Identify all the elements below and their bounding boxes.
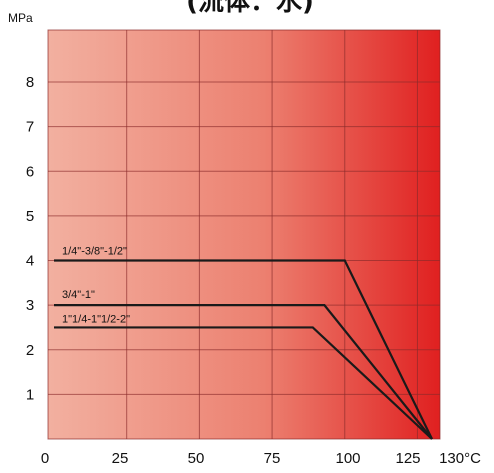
series-lines bbox=[54, 259, 433, 440]
y-tick-label-5: 5 bbox=[26, 208, 34, 225]
axis-ticks: 1 2 3 4 5 6 7 8 0 25 50 75 100 125 130°C bbox=[26, 74, 481, 467]
series-line-1 bbox=[54, 259, 433, 440]
x-tick-label-1: 25 bbox=[112, 450, 129, 467]
plot-area-background bbox=[48, 30, 440, 439]
y-tick-label-1: 1 bbox=[26, 386, 34, 403]
y-tick-label-2: 2 bbox=[26, 342, 34, 359]
y-tick-label-4: 4 bbox=[26, 253, 34, 270]
x-tick-label-0: 0 bbox=[41, 450, 49, 467]
plot-border bbox=[47, 29, 441, 440]
x-tick-label-3: 75 bbox=[264, 450, 281, 467]
grid-lines bbox=[47, 29, 441, 440]
y-tick-label-6: 6 bbox=[26, 163, 34, 180]
series-line-3 bbox=[54, 326, 433, 440]
x-tick-label-4: 100 bbox=[335, 450, 360, 467]
y-axis-unit: MPa bbox=[8, 11, 33, 25]
x-tick-label-6: 130°C bbox=[439, 450, 481, 467]
series-label-2: 3/4"-1" bbox=[62, 289, 95, 301]
chart-title: (流体：水) bbox=[186, 0, 314, 17]
series-labels: 1/4"-3/8"-1/2" 3/4"-1" 1"1/4-1"1/2-2" bbox=[62, 246, 130, 326]
series-label-1: 1/4"-3/8"-1/2" bbox=[62, 246, 127, 258]
y-tick-label-8: 8 bbox=[26, 74, 34, 91]
y-tick-label-7: 7 bbox=[26, 119, 34, 136]
y-tick-label-3: 3 bbox=[26, 297, 34, 314]
x-tick-label-2: 50 bbox=[188, 450, 205, 467]
series-label-3: 1"1/4-1"1/2-2" bbox=[62, 313, 130, 325]
series-line-2 bbox=[54, 304, 433, 440]
x-tick-label-5: 125 bbox=[395, 450, 420, 467]
